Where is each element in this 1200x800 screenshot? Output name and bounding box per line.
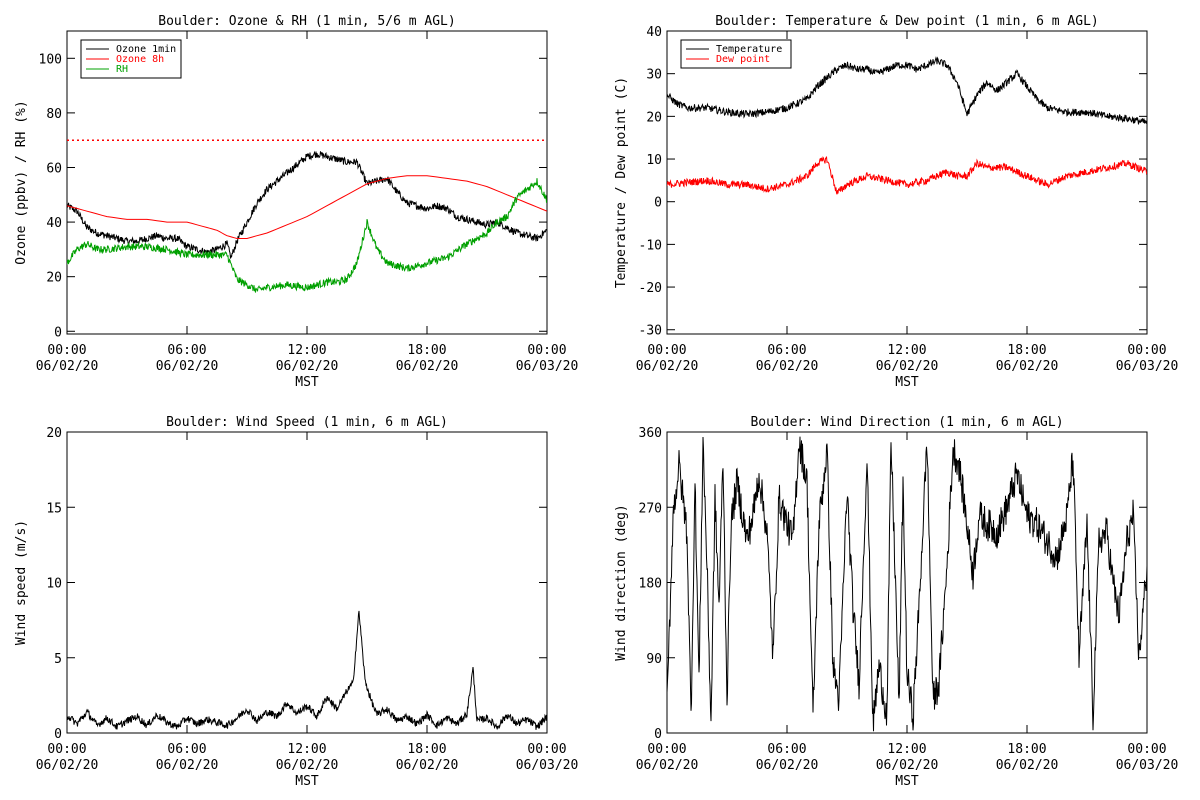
x-tick-label-time: 12:00 bbox=[887, 343, 926, 358]
y-tick-label: 0 bbox=[54, 727, 62, 742]
y-tick-label: 40 bbox=[46, 216, 62, 231]
series-temperature bbox=[667, 56, 1147, 125]
x-axis-label: MST bbox=[295, 774, 319, 789]
x-tick-label-date: 06/02/20 bbox=[756, 758, 819, 773]
y-axis-label: Wind speed (m/s) bbox=[14, 520, 29, 645]
y-tick-label: 40 bbox=[646, 25, 662, 40]
x-tick-label-time: 12:00 bbox=[287, 343, 326, 358]
series-dew-point bbox=[667, 156, 1147, 195]
x-axis-label: MST bbox=[895, 375, 919, 390]
x-tick-label-time: 12:00 bbox=[287, 742, 326, 757]
legend-label: Ozone 8h bbox=[116, 54, 164, 65]
y-tick-label: 0 bbox=[54, 325, 62, 340]
legend-label: Dew point bbox=[716, 54, 770, 65]
chart-4: Boulder: Wind Direction (1 min, 6 m AGL)… bbox=[614, 415, 1178, 789]
x-tick-label-date: 06/02/20 bbox=[876, 359, 939, 374]
x-tick-label-time: 00:00 bbox=[527, 742, 566, 757]
x-tick-label-time: 00:00 bbox=[527, 343, 566, 358]
x-tick-label-time: 00:00 bbox=[47, 343, 86, 358]
x-tick-label-date: 06/02/20 bbox=[636, 758, 699, 773]
x-tick-label-time: 06:00 bbox=[767, 742, 806, 757]
chart-2: Boulder: Temperature & Dew point (1 min,… bbox=[614, 14, 1178, 390]
series-line bbox=[67, 610, 547, 731]
series-ozone-8h bbox=[67, 175, 547, 239]
x-tick-label-time: 18:00 bbox=[407, 343, 446, 358]
y-tick-label: 180 bbox=[639, 577, 662, 592]
x-tick-label-time: 18:00 bbox=[1007, 343, 1046, 358]
y-tick-label: 15 bbox=[46, 501, 62, 516]
y-tick-label: 0 bbox=[654, 196, 662, 211]
x-tick-label-date: 06/02/20 bbox=[276, 359, 339, 374]
legend-label: Temperature bbox=[716, 44, 782, 55]
y-tick-label: 270 bbox=[639, 501, 662, 516]
x-tick-label-time: 06:00 bbox=[167, 742, 206, 757]
y-tick-label: -30 bbox=[639, 324, 662, 339]
y-tick-label: 20 bbox=[46, 271, 62, 286]
series-rh bbox=[67, 178, 547, 293]
chart-title: Boulder: Ozone & RH (1 min, 5/6 m AGL) bbox=[158, 14, 455, 29]
y-tick-label: 60 bbox=[46, 161, 62, 176]
x-tick-label-date: 06/02/20 bbox=[636, 359, 699, 374]
y-tick-label: 10 bbox=[646, 153, 662, 168]
y-tick-label: 80 bbox=[46, 107, 62, 122]
x-tick-label-time: 00:00 bbox=[1127, 742, 1166, 757]
y-tick-label: -10 bbox=[639, 238, 662, 253]
x-tick-label-date: 06/02/20 bbox=[996, 758, 1059, 773]
series-ozone-1min bbox=[67, 150, 547, 259]
y-tick-label: 100 bbox=[39, 52, 62, 67]
y-tick-label: 30 bbox=[646, 68, 662, 83]
y-tick-label: -20 bbox=[639, 281, 662, 296]
x-tick-label-date: 06/02/20 bbox=[996, 359, 1059, 374]
x-axis-label: MST bbox=[295, 375, 319, 390]
y-tick-label: 360 bbox=[639, 426, 662, 441]
x-tick-label-time: 12:00 bbox=[887, 742, 926, 757]
y-tick-label: 20 bbox=[646, 110, 662, 125]
x-tick-label-date: 06/03/20 bbox=[516, 359, 579, 374]
x-tick-label-time: 06:00 bbox=[767, 343, 806, 358]
legend-label: Ozone 1min bbox=[116, 44, 176, 55]
y-axis-label: Temperature / Dew point (C) bbox=[614, 77, 629, 288]
chart-3: Boulder: Wind Speed (1 min, 6 m AGL) 0 5 10… bbox=[14, 415, 578, 789]
y-tick-label: 5 bbox=[54, 652, 62, 667]
legend-label: RH bbox=[116, 64, 128, 75]
legend-box bbox=[680, 39, 792, 69]
chart-title: Boulder: Temperature & Dew point (1 min,… bbox=[715, 14, 1099, 29]
x-tick-label-date: 06/02/20 bbox=[276, 758, 339, 773]
x-tick-label-date: 06/03/20 bbox=[516, 758, 579, 773]
x-tick-label-date: 06/02/20 bbox=[396, 359, 459, 374]
x-tick-label-date: 06/02/20 bbox=[156, 758, 219, 773]
x-tick-label-date: 06/02/20 bbox=[156, 359, 219, 374]
x-tick-label-time: 18:00 bbox=[407, 742, 446, 757]
x-tick-label-time: 06:00 bbox=[167, 343, 206, 358]
y-tick-label: 90 bbox=[646, 652, 662, 667]
x-tick-label-time: 00:00 bbox=[1127, 343, 1166, 358]
x-tick-label-date: 06/02/20 bbox=[36, 758, 99, 773]
chart-title: Boulder: Wind Direction (1 min, 6 m AGL) bbox=[750, 415, 1063, 430]
x-tick-label-date: 06/02/20 bbox=[876, 758, 939, 773]
x-tick-label-date: 06/02/20 bbox=[396, 758, 459, 773]
x-tick-label-date: 06/03/20 bbox=[1116, 359, 1179, 374]
chart-1: Boulder: Ozone & RH (1 min, 5/6 m AGL) 0 2… bbox=[14, 14, 578, 390]
x-tick-label-time: 00:00 bbox=[47, 742, 86, 757]
x-axis-label: MST bbox=[895, 774, 919, 789]
y-tick-label: 20 bbox=[46, 426, 62, 441]
x-tick-label-date: 06/03/20 bbox=[1116, 758, 1179, 773]
x-tick-label-time: 00:00 bbox=[647, 742, 686, 757]
series-line bbox=[667, 436, 1147, 732]
y-tick-label: 0 bbox=[654, 727, 662, 742]
x-tick-label-time: 18:00 bbox=[1007, 742, 1046, 757]
x-tick-label-date: 06/02/20 bbox=[36, 359, 99, 374]
y-axis-label: Wind direction (deg) bbox=[614, 504, 629, 661]
chart-title: Boulder: Wind Speed (1 min, 6 m AGL) bbox=[166, 415, 448, 430]
y-tick-label: 10 bbox=[46, 577, 62, 592]
x-tick-label-date: 06/02/20 bbox=[756, 359, 819, 374]
x-tick-label-time: 00:00 bbox=[647, 343, 686, 358]
y-axis-label: Ozone (ppbv) / RH (%) bbox=[14, 100, 29, 264]
